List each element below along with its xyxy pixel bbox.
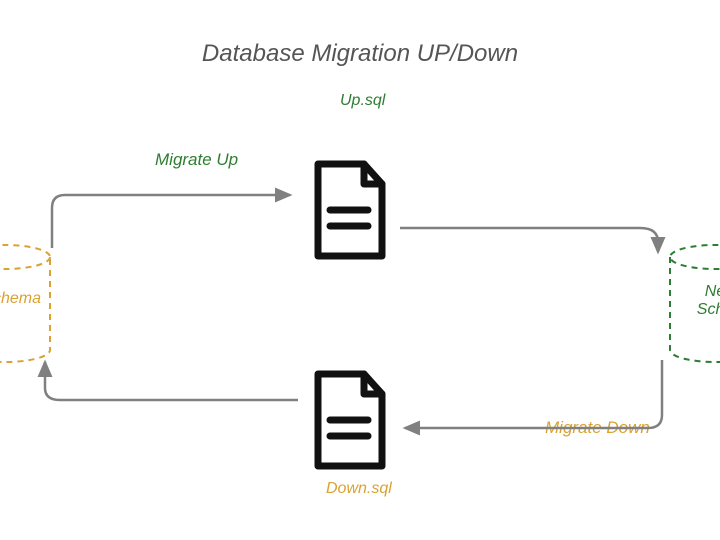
diagram-title: Database Migration UP/Down bbox=[0, 40, 720, 68]
new-schema-cylinder: NeSche bbox=[670, 245, 720, 380]
new-schema-label: NeSche bbox=[670, 283, 720, 319]
arrow-old-to-up bbox=[52, 195, 290, 248]
down-file-icon bbox=[310, 370, 390, 475]
arrow-down-to-old bbox=[45, 362, 298, 400]
migrate-up-label: Migrate Up bbox=[155, 150, 238, 170]
up-file-label: Up.sql bbox=[340, 92, 385, 110]
arrow-up-to-new bbox=[400, 228, 658, 252]
migrate-down-label: Migrate Down bbox=[545, 418, 650, 438]
diagram-canvas: Database Migration UP/Down Up.sql Down.s… bbox=[0, 0, 720, 540]
old-schema-cylinder: d Schema bbox=[0, 245, 60, 380]
down-file-label: Down.sql bbox=[326, 480, 392, 498]
up-file-icon bbox=[310, 160, 390, 265]
old-schema-label: d Schema bbox=[0, 290, 50, 308]
